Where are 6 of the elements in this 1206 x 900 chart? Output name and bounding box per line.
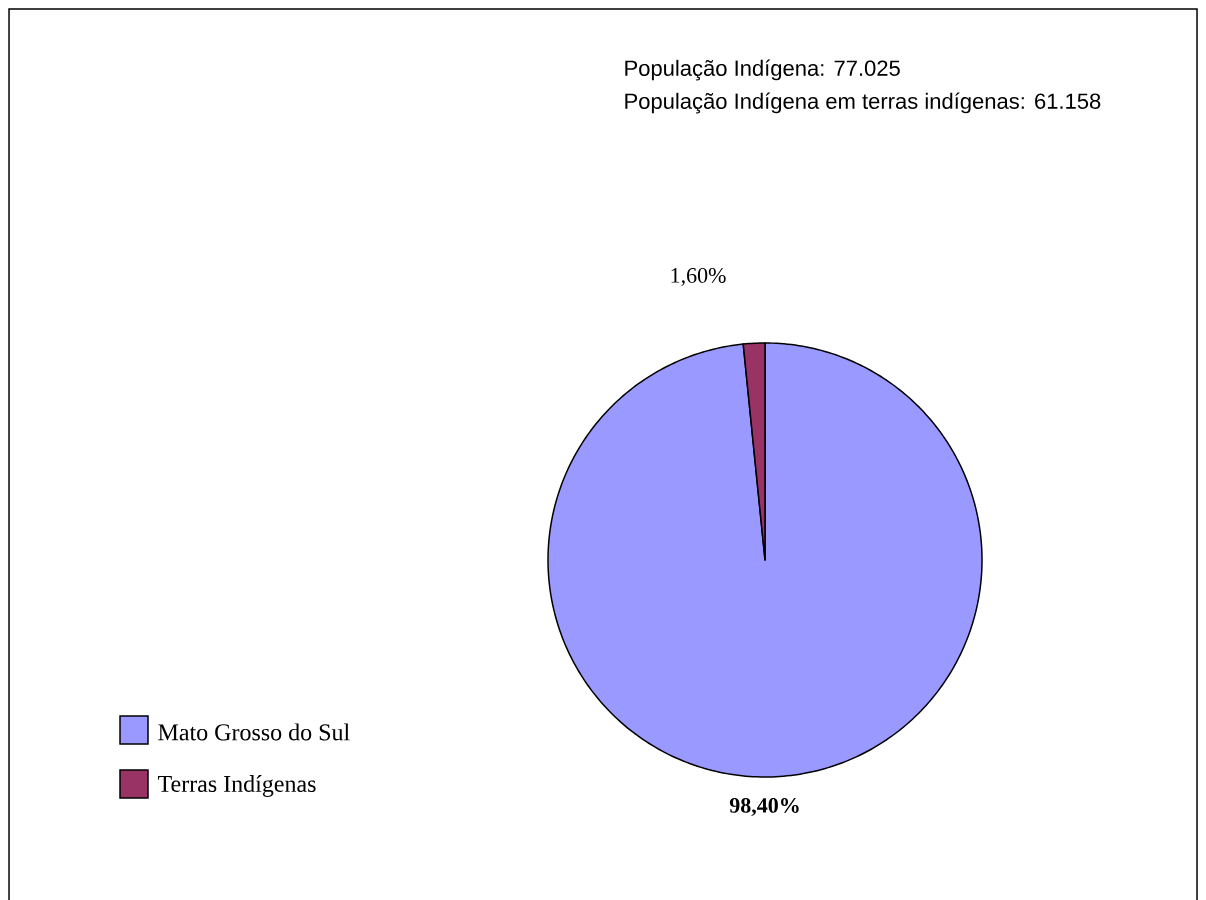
text: População Indígena em terras indígenas: 61.158 [625, 92, 1101, 114]
legend-label: Mato Grosso do Sul [158, 723, 350, 741]
data-label: 98,40% [729, 797, 799, 817]
data-label: 1,60% [671, 267, 726, 286]
text: População Indígena: 77.025 [625, 59, 900, 81]
legend-label: Terras Indígenas [157, 775, 316, 797]
